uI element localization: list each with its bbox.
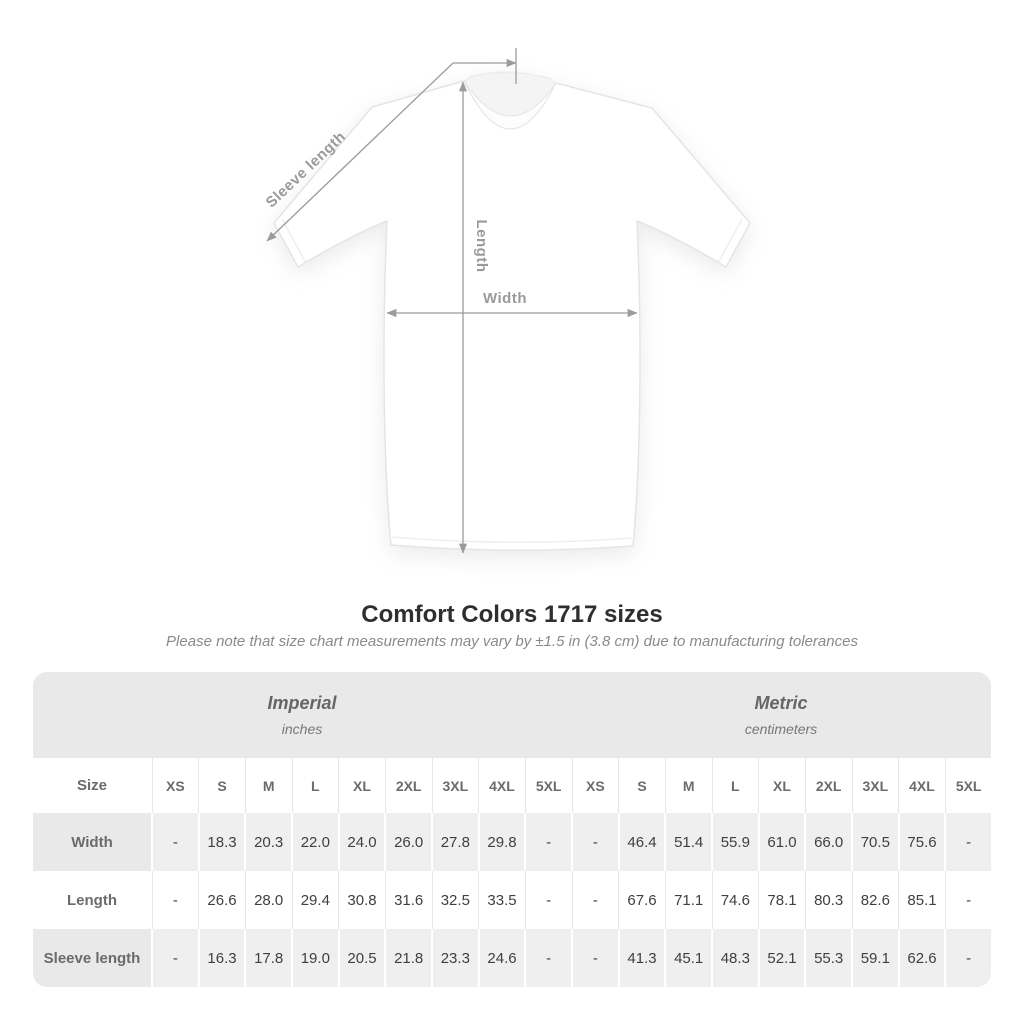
size-column-header: XL bbox=[758, 758, 805, 813]
measurement-cell: 45.1 bbox=[666, 929, 711, 987]
measurement-cell: 20.5 bbox=[339, 929, 385, 987]
measurement-cell: 67.6 bbox=[618, 871, 665, 929]
measurement-cell: 59.1 bbox=[853, 929, 898, 987]
measurement-cell: - bbox=[946, 813, 991, 871]
imperial-section-header: Imperial inches bbox=[33, 672, 571, 758]
measurement-cell: 24.0 bbox=[339, 813, 385, 871]
size-column-header: L bbox=[711, 758, 758, 813]
measurement-cell: 70.5 bbox=[853, 813, 898, 871]
row-label: Width bbox=[33, 813, 151, 871]
size-corner-header: Size bbox=[33, 758, 151, 813]
measurement-cell: 78.1 bbox=[758, 871, 805, 929]
size-column-header: S bbox=[198, 758, 245, 813]
measurement-cell: - bbox=[573, 929, 618, 987]
measurement-cell: 24.6 bbox=[479, 929, 525, 987]
measurement-cell: 17.8 bbox=[246, 929, 291, 987]
measurement-cell: 26.6 bbox=[198, 871, 245, 929]
row-label: Sleeve length bbox=[33, 929, 151, 987]
size-column-header: 5XL bbox=[944, 758, 991, 813]
measurement-cell: - bbox=[151, 871, 198, 929]
measurement-cell: 21.8 bbox=[386, 929, 431, 987]
measurement-cell: 32.5 bbox=[431, 871, 478, 929]
sleeve-length-arrow bbox=[266, 58, 517, 242]
measurement-cell: - bbox=[573, 813, 618, 871]
measurement-cell: 23.3 bbox=[433, 929, 478, 987]
measurement-cell: 66.0 bbox=[806, 813, 851, 871]
size-column-header: 2XL bbox=[384, 758, 431, 813]
measurement-cell: 46.4 bbox=[619, 813, 665, 871]
measurement-cell: 80.3 bbox=[804, 871, 851, 929]
measurement-cell: - bbox=[153, 813, 198, 871]
measurement-cell: 48.3 bbox=[713, 929, 758, 987]
width-label: Width bbox=[483, 290, 527, 307]
measurement-cell: 33.5 bbox=[478, 871, 525, 929]
size-column-header: M bbox=[664, 758, 711, 813]
size-column-header: S bbox=[618, 758, 665, 813]
measurement-cell: 30.8 bbox=[338, 871, 385, 929]
measurement-cell: 18.3 bbox=[199, 813, 245, 871]
size-column-header: 3XL bbox=[851, 758, 898, 813]
measurement-cell: 52.1 bbox=[759, 929, 805, 987]
measurement-cell: 82.6 bbox=[851, 871, 898, 929]
measurement-cell: - bbox=[153, 929, 198, 987]
measurement-cell: - bbox=[946, 929, 991, 987]
tolerance-note: Please note that size chart measurements… bbox=[166, 633, 858, 650]
measurement-cell: - bbox=[526, 929, 571, 987]
measurement-cell: 62.6 bbox=[899, 929, 945, 987]
size-column-header: M bbox=[244, 758, 291, 813]
length-label: Length bbox=[473, 220, 490, 273]
measurement-cell: 51.4 bbox=[666, 813, 711, 871]
metric-section-header: Metric centimeters bbox=[571, 672, 991, 758]
metric-unit: centimeters bbox=[744, 721, 818, 737]
measurement-cell: 31.6 bbox=[384, 871, 431, 929]
measurement-cell: 71.1 bbox=[664, 871, 711, 929]
metric-label: Metric bbox=[754, 693, 808, 713]
size-column-header: XS bbox=[571, 758, 618, 813]
measurement-cell: 28.0 bbox=[244, 871, 291, 929]
measurement-cell: - bbox=[571, 871, 618, 929]
measurement-cell: 55.3 bbox=[806, 929, 851, 987]
measurement-cell: 85.1 bbox=[898, 871, 945, 929]
measurement-cell: 26.0 bbox=[386, 813, 431, 871]
measurement-cell: 27.8 bbox=[433, 813, 478, 871]
size-table: Imperial inches Metric centimeters Size X… bbox=[33, 672, 991, 987]
measurement-cell: 22.0 bbox=[293, 813, 338, 871]
units-header-band: Imperial inches Metric centimeters bbox=[33, 672, 991, 758]
size-column-header: 4XL bbox=[898, 758, 945, 813]
size-column-header: 4XL bbox=[478, 758, 525, 813]
measurement-cell: 61.0 bbox=[759, 813, 805, 871]
measurement-cell: - bbox=[526, 813, 571, 871]
measurement-cell: 75.6 bbox=[899, 813, 945, 871]
size-column-header: 2XL bbox=[804, 758, 851, 813]
size-column-header: XS bbox=[151, 758, 198, 813]
imperial-label: Imperial bbox=[267, 693, 337, 713]
measurement-cell: 41.3 bbox=[619, 929, 665, 987]
measurement-cell: 55.9 bbox=[713, 813, 758, 871]
size-column-header: XL bbox=[338, 758, 385, 813]
measurement-cell: 19.0 bbox=[293, 929, 338, 987]
measurement-cell: - bbox=[944, 871, 991, 929]
size-column-header: L bbox=[291, 758, 338, 813]
measurement-cell: - bbox=[524, 871, 571, 929]
imperial-unit: inches bbox=[281, 721, 323, 737]
row-label: Length bbox=[33, 871, 151, 929]
measurement-cell: 29.4 bbox=[291, 871, 338, 929]
measurement-cell: 20.3 bbox=[246, 813, 291, 871]
size-column-header: 5XL bbox=[524, 758, 571, 813]
measurement-cell: 29.8 bbox=[479, 813, 525, 871]
measurement-cell: 16.3 bbox=[199, 929, 245, 987]
size-column-header: 3XL bbox=[431, 758, 478, 813]
measurement-cell: 74.6 bbox=[711, 871, 758, 929]
tshirt-diagram: Sleeve length Length Width bbox=[263, 48, 751, 554]
page-title: Comfort Colors 1717 sizes bbox=[361, 601, 663, 628]
